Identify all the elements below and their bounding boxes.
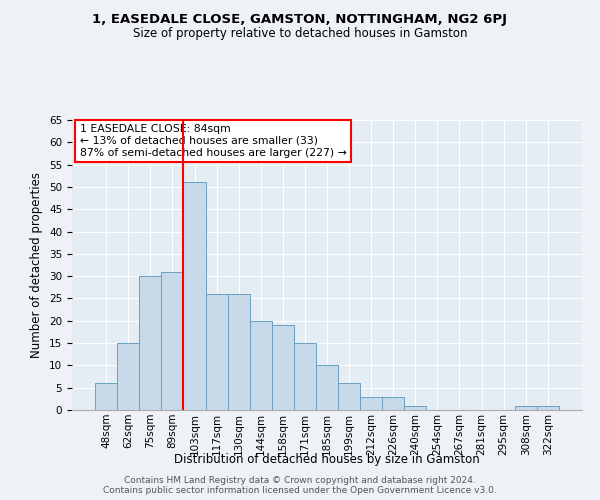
Bar [338, 383, 360, 410]
Bar [316, 366, 338, 410]
Bar [250, 321, 272, 410]
Bar [515, 406, 537, 410]
Bar [95, 383, 117, 410]
Bar [294, 343, 316, 410]
Bar [139, 276, 161, 410]
Text: Size of property relative to detached houses in Gamston: Size of property relative to detached ho… [133, 28, 467, 40]
Text: 1 EASEDALE CLOSE: 84sqm
← 13% of detached houses are smaller (33)
87% of semi-de: 1 EASEDALE CLOSE: 84sqm ← 13% of detache… [80, 124, 346, 158]
Bar [382, 396, 404, 410]
Bar [184, 182, 206, 410]
Text: 1, EASEDALE CLOSE, GAMSTON, NOTTINGHAM, NG2 6PJ: 1, EASEDALE CLOSE, GAMSTON, NOTTINGHAM, … [92, 12, 508, 26]
Text: Distribution of detached houses by size in Gamston: Distribution of detached houses by size … [174, 452, 480, 466]
Bar [206, 294, 227, 410]
Bar [404, 406, 427, 410]
Y-axis label: Number of detached properties: Number of detached properties [31, 172, 43, 358]
Text: Contains HM Land Registry data © Crown copyright and database right 2024.
Contai: Contains HM Land Registry data © Crown c… [103, 476, 497, 495]
Bar [161, 272, 184, 410]
Bar [272, 325, 294, 410]
Bar [227, 294, 250, 410]
Bar [360, 396, 382, 410]
Bar [537, 406, 559, 410]
Bar [117, 343, 139, 410]
